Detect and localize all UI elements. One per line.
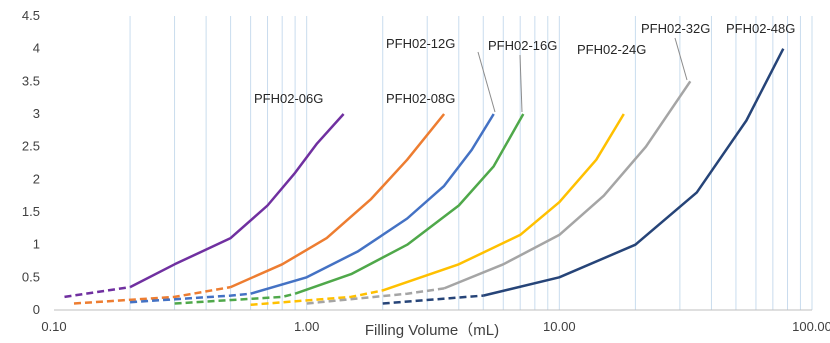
series-pfh02-48g-solid [483,48,785,297]
y-tick-label: 3.5 [22,73,40,88]
series-pfh02-12g-dashed [130,292,251,304]
label-leader-line [674,37,688,81]
series-pfh02-32g-solid [443,80,692,290]
x-tick-label: 0.10 [41,319,66,334]
series-label: PFH02-24G [577,42,646,57]
y-tick-label: 0.5 [22,269,40,284]
y-tick-label: 4.5 [22,8,40,23]
label-leader-line [519,54,523,113]
series-pfh02-16g-dashed [174,292,296,305]
series-label: PFH02-48G [726,21,795,36]
series-pfh02-16g-solid [294,113,525,295]
x-tick-label: 100.00 [792,319,830,334]
series-pfh02-32g-dashed [306,287,445,305]
series-lines [64,48,785,307]
y-tick-label: 0 [33,302,40,317]
y-tick-label: 4 [33,41,40,56]
grid [129,16,813,310]
series-pfh02-06g-dashed [64,285,131,299]
series-pfh02-24g-dashed [250,289,383,307]
series-labels: PFH02-06G PFH02-08G PFH02-12G PFH02-16G PFH0… [254,21,795,113]
y-tick-label: 1 [33,237,40,252]
series-pfh02-48g-dashed [382,294,484,305]
series-pfh02-08g-solid [230,113,446,289]
series-label: PFH02-06G [254,91,323,106]
y-tick-label: 2.5 [22,139,40,154]
series-label: PFH02-12G [386,36,455,51]
series-label: PFH02-16G [488,38,557,53]
series-label: PFH02-08G [386,91,455,106]
series-pfh02-08g-dashed [73,285,231,305]
x-tick-label: 10.00 [543,319,576,334]
series-pfh02-24g-solid [382,113,625,292]
y-tick-label: 1.5 [22,204,40,219]
series-label: PFH02-32G [641,21,710,36]
series-pfh02-12g-solid [250,113,495,295]
series-pfh02-06g-solid [129,113,345,289]
label-leader-line [477,51,496,113]
x-tick-label: 1.00 [294,319,319,334]
axes: 0 0.5 1 1.5 2 2.5 3 3.5 4 4.5 0.10 1.00 10.00 100.00 [22,8,830,334]
y-tick-label: 2 [33,171,40,186]
y-tick-label: 3 [33,106,40,121]
x-axis-title: Filling Volume（mL) [365,322,499,339]
